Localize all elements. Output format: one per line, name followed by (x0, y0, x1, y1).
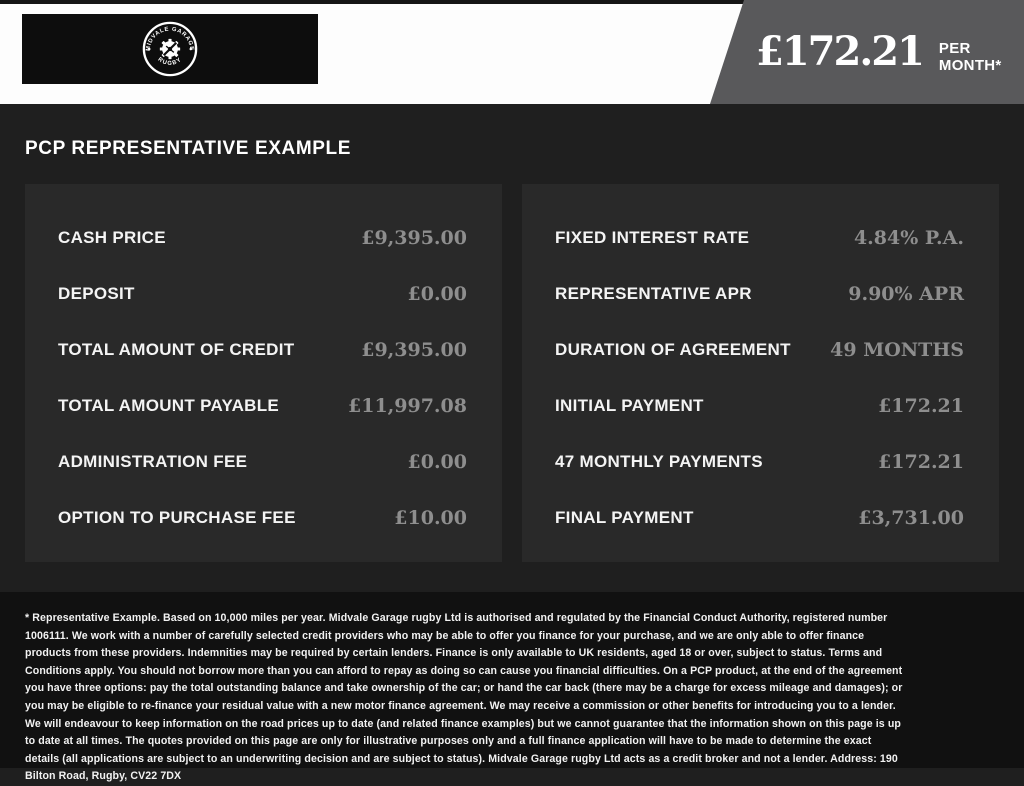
finance-label: DEPOSIT (58, 284, 135, 303)
finance-label: TOTAL AMOUNT PAYABLE (58, 396, 280, 415)
finance-value: £0.00 (407, 283, 468, 305)
finance-label: CASH PRICE (58, 228, 166, 247)
finance-value: £172.21 (878, 451, 964, 473)
finance-label: FIXED INTEREST RATE (555, 228, 750, 247)
finance-row-total-credit: TOTAL AMOUNT OF CREDIT £9,395.00 (58, 322, 467, 378)
legal-footer: * Representative Example. Based on 10,00… (0, 592, 1024, 782)
finance-panels: CASH PRICE £9,395.00 DEPOSIT £0.00 TOTAL… (25, 184, 999, 562)
finance-row-option-to-purchase-fee: OPTION TO PURCHASE FEE £10.00 (58, 490, 467, 546)
finance-panel-right: FIXED INTEREST RATE 4.84% P.A. REPRESENT… (522, 184, 999, 562)
finance-label: 47 MONTHLY PAYMENTS (555, 452, 763, 471)
finance-label: REPRESENTATIVE APR (555, 284, 752, 303)
page-header: MIDVALE GARAGE RUGBY (0, 0, 1024, 104)
finance-row-final-payment: FINAL PAYMENT £3,731.00 (555, 490, 964, 546)
finance-row-initial-payment: INITIAL PAYMENT £172.21 (555, 378, 964, 434)
monthly-price-amount: £172.21 (756, 28, 925, 75)
finance-label: TOTAL AMOUNT OF CREDIT (58, 340, 295, 359)
finance-row-monthly-payments: 47 MONTHLY PAYMENTS £172.21 (555, 434, 964, 490)
representative-example-disclaimer: * Representative Example. Based on 10,00… (25, 612, 903, 783)
finance-label: DURATION OF AGREEMENT (555, 340, 791, 359)
finance-value: 4.84% P.A. (853, 227, 964, 249)
top-border-strip (0, 0, 1024, 4)
finance-label: OPTION TO PURCHASE FEE (58, 508, 296, 527)
finance-row-total-payable: TOTAL AMOUNT PAYABLE £11,997.08 (58, 378, 467, 434)
badge-arc-bottom-text: RUGBY (157, 57, 183, 67)
finance-value: 49 MONTHS (830, 339, 964, 361)
finance-row-fixed-interest-rate: FIXED INTEREST RATE 4.84% P.A. (555, 210, 964, 266)
finance-value: £11,997.08 (348, 395, 467, 417)
monthly-price-banner: £172.21 PER MONTH* (710, 0, 1024, 104)
finance-value: £9,395.00 (361, 227, 467, 249)
svg-text:RUGBY: RUGBY (157, 57, 184, 67)
finance-value: 9.90% APR (848, 283, 964, 305)
finance-example-section: PCP REPRESENTATIVE EXAMPLE CASH PRICE £9… (0, 104, 1024, 592)
finance-value: £3,731.00 (858, 507, 964, 529)
finance-value: £172.21 (878, 395, 964, 417)
finance-value: £10.00 (394, 507, 467, 529)
finance-value: £9,395.00 (361, 339, 467, 361)
finance-panel-left: CASH PRICE £9,395.00 DEPOSIT £0.00 TOTAL… (25, 184, 502, 562)
finance-row-cash-price: CASH PRICE £9,395.00 (58, 210, 467, 266)
dealer-badge-icon: MIDVALE GARAGE RUGBY (142, 21, 198, 77)
gear-wrench-icon (159, 38, 181, 60)
finance-row-duration: DURATION OF AGREEMENT 49 MONTHS (555, 322, 964, 378)
dealer-logo: MIDVALE GARAGE RUGBY (22, 14, 318, 84)
finance-row-deposit: DEPOSIT £0.00 (58, 266, 467, 322)
finance-row-representative-apr: REPRESENTATIVE APR 9.90% APR (555, 266, 964, 322)
finance-label: FINAL PAYMENT (555, 508, 694, 527)
finance-label: INITIAL PAYMENT (555, 396, 704, 415)
finance-value: £0.00 (407, 451, 468, 473)
page-title: PCP REPRESENTATIVE EXAMPLE (25, 138, 351, 159)
monthly-price-suffix: PER MONTH* (938, 40, 1002, 74)
finance-label: ADMINISTRATION FEE (58, 452, 248, 471)
finance-row-admin-fee: ADMINISTRATION FEE £0.00 (58, 434, 467, 490)
